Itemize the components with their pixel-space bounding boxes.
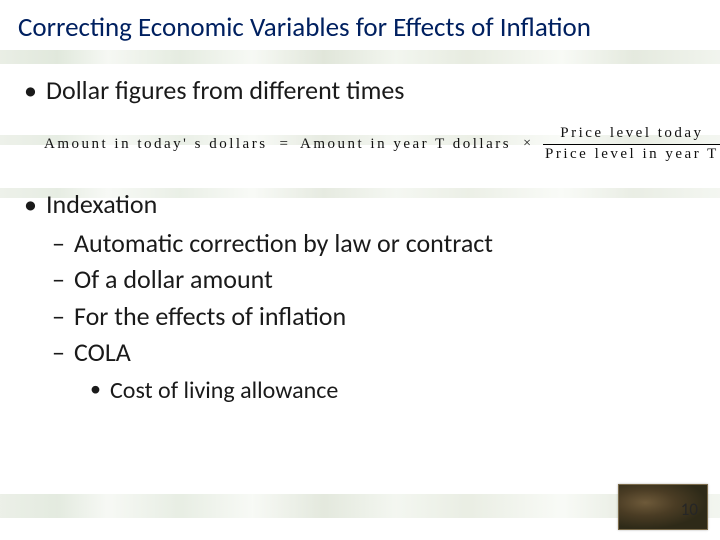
formula-lhs: Amount in today' s dollars bbox=[44, 136, 268, 153]
formula-times: × bbox=[523, 136, 531, 152]
formula: Amount in today' s dollars = Amount in y… bbox=[44, 114, 696, 174]
formula-denominator: Price level in year T bbox=[543, 146, 720, 163]
subbullet-effects-inflation: For the effects of inflation bbox=[52, 299, 696, 333]
formula-mid: Amount in year T dollars bbox=[300, 136, 511, 153]
formula-fraction: Price level today Price level in year T bbox=[543, 125, 720, 163]
bullet-dollar-figures: Dollar figures from different times bbox=[24, 74, 696, 106]
subbullet-cola: COLA bbox=[52, 335, 696, 369]
formula-equals: = bbox=[280, 136, 288, 153]
slide-title: Correcting Economic Variables for Effect… bbox=[18, 12, 702, 44]
slide: Correcting Economic Variables for Effect… bbox=[0, 0, 720, 540]
subsubbullet-cost-of-living: Cost of living allowance bbox=[90, 375, 696, 406]
slide-content: Dollar figures from different times Amou… bbox=[24, 74, 696, 408]
page-number: 10 bbox=[681, 499, 698, 520]
formula-fraction-bar bbox=[543, 144, 720, 145]
decorative-band-bottom bbox=[0, 494, 720, 518]
formula-numerator: Price level today bbox=[558, 125, 705, 142]
decorative-band-top bbox=[0, 50, 720, 64]
subbullet-automatic-correction: Automatic correction by law or contract bbox=[52, 226, 696, 260]
subbullet-dollar-amount: Of a dollar amount bbox=[52, 262, 696, 296]
bullet-indexation: Indexation bbox=[24, 188, 696, 220]
